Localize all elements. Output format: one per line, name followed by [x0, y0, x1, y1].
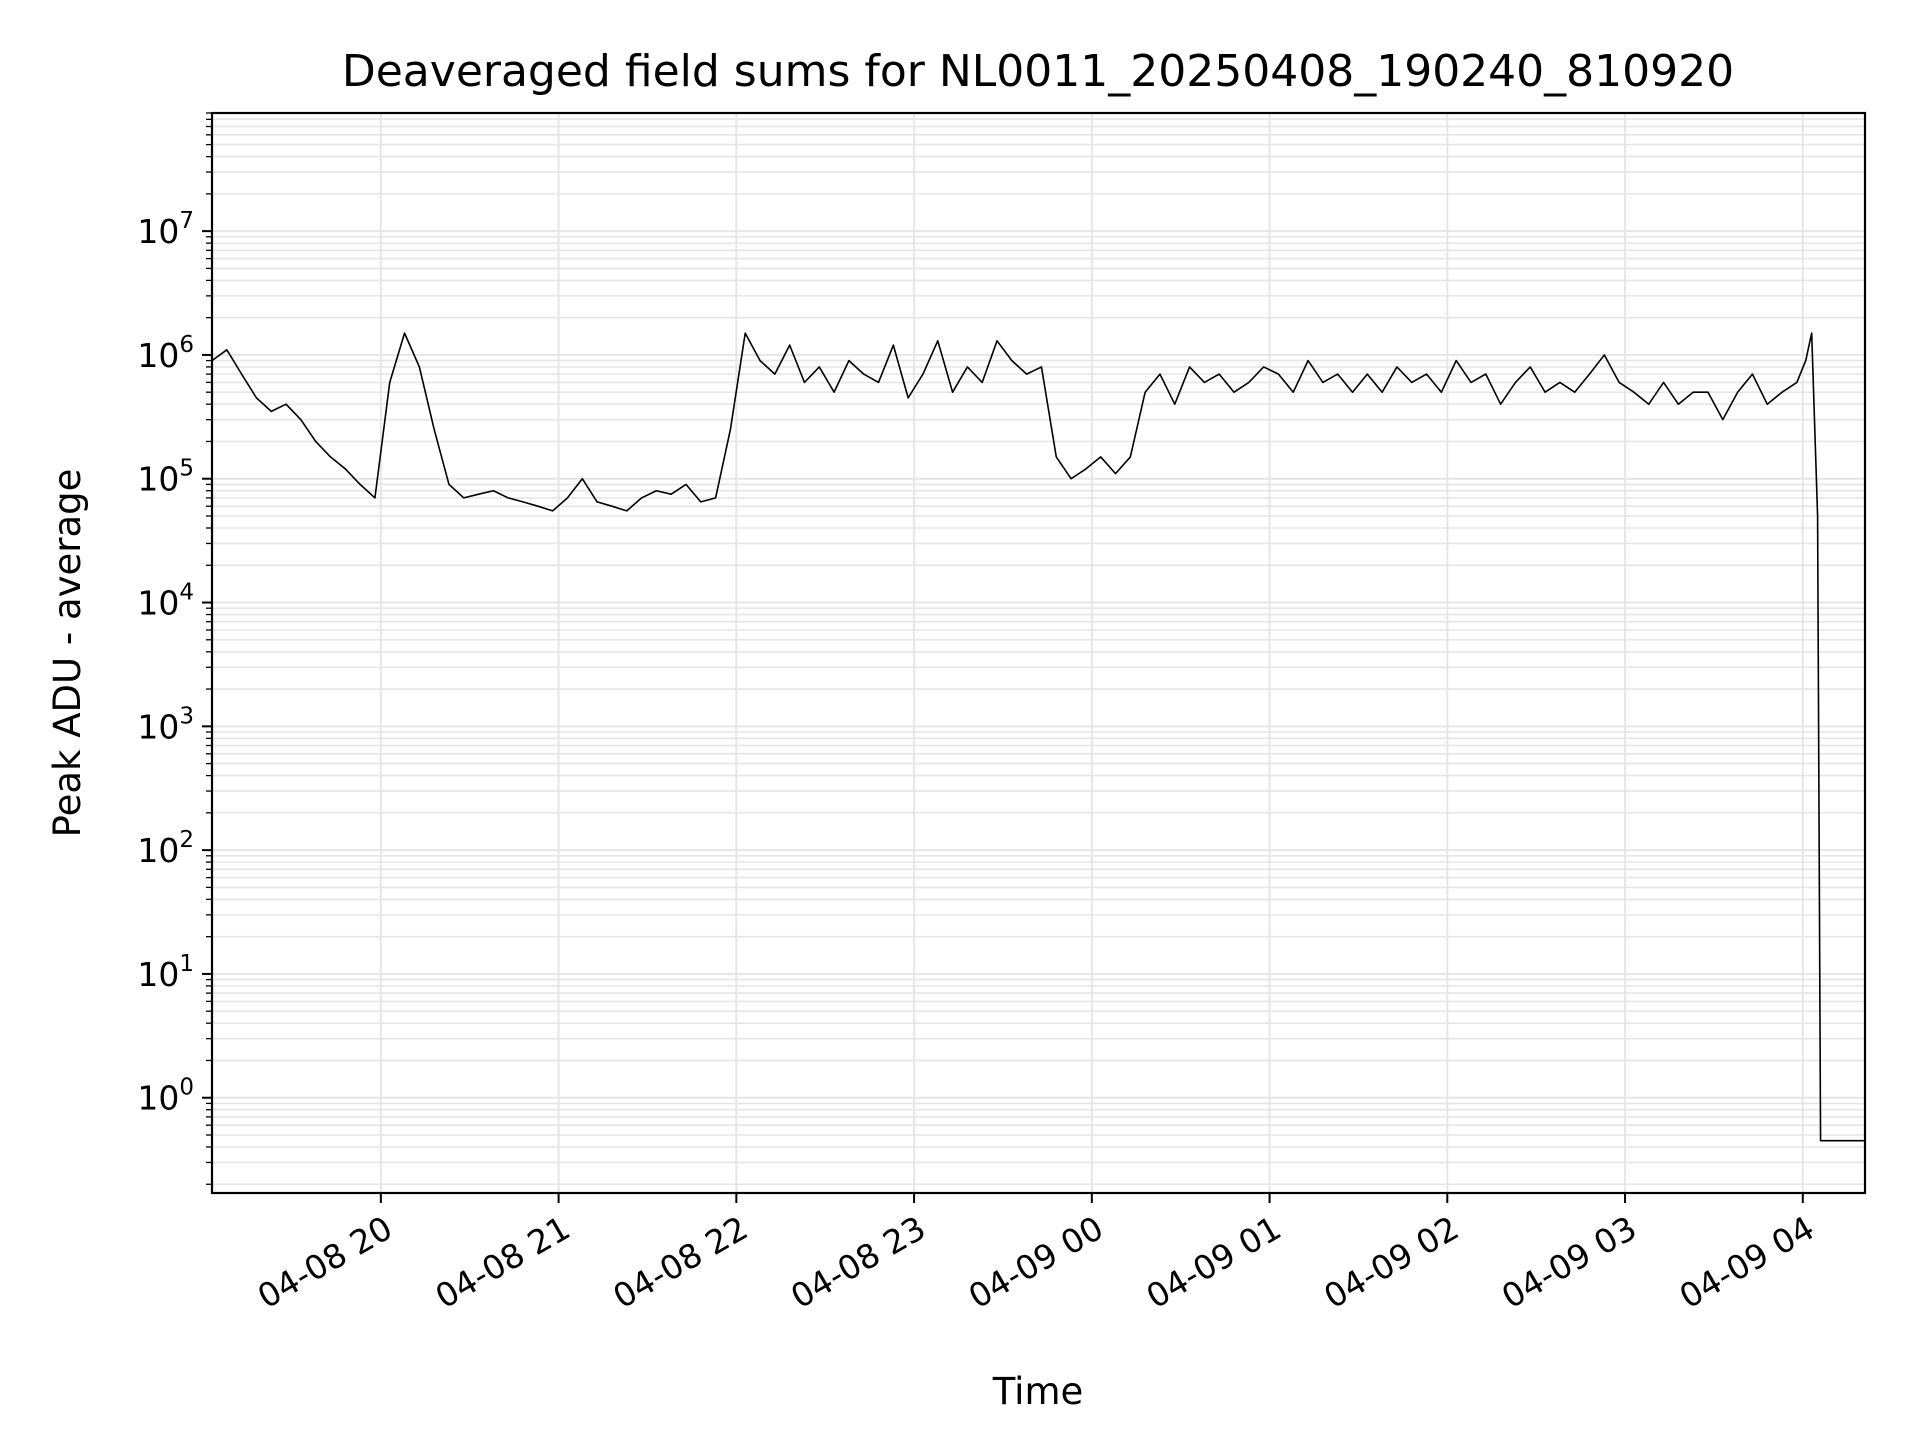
y-tick-label: 100 [137, 1075, 194, 1118]
chart-title: Deaveraged field sums for NL0011_2025040… [342, 46, 1734, 97]
y-tick-label: 104 [137, 580, 194, 623]
y-tick-label: 105 [137, 456, 194, 499]
y-tick-label: 103 [137, 703, 194, 746]
y-tick-label: 107 [137, 208, 194, 251]
x-axis-label: Time [992, 1370, 1084, 1413]
data-series [211, 332, 1865, 1142]
series-line-0 [211, 332, 1865, 1142]
y-axis-label: Peak ADU - average [46, 469, 89, 838]
y-tick-label: 102 [137, 827, 194, 870]
plot-frame [210, 111, 1867, 1195]
y-tick-label: 106 [137, 332, 194, 375]
y-tick-label: 101 [137, 951, 194, 994]
